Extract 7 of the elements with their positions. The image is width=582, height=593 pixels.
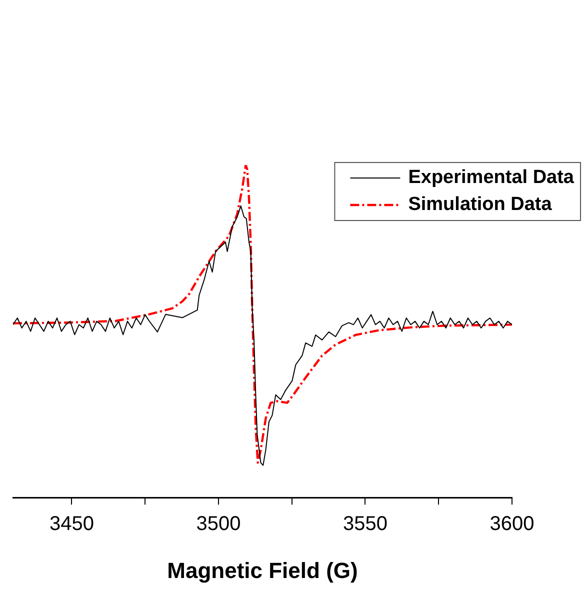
x-tick-label: 3500 [196, 513, 241, 536]
x-tick-label: 3600 [490, 513, 534, 536]
x-axis-title: Magnetic Field (G) [167, 558, 358, 583]
legend-label: Simulation Data [408, 194, 552, 216]
x-tick-label: 3450 [49, 513, 94, 536]
legend-label: Experimental Data [408, 167, 574, 188]
x-tick-label: 3550 [342, 513, 388, 536]
